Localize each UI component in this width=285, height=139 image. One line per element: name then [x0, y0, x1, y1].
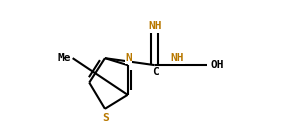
Text: C: C [152, 67, 159, 77]
Text: N: N [125, 53, 132, 63]
Text: Me: Me [57, 53, 71, 63]
Text: NH: NH [171, 53, 184, 63]
Text: OH: OH [211, 60, 224, 70]
Text: NH: NH [148, 21, 162, 31]
Text: S: S [102, 113, 109, 122]
